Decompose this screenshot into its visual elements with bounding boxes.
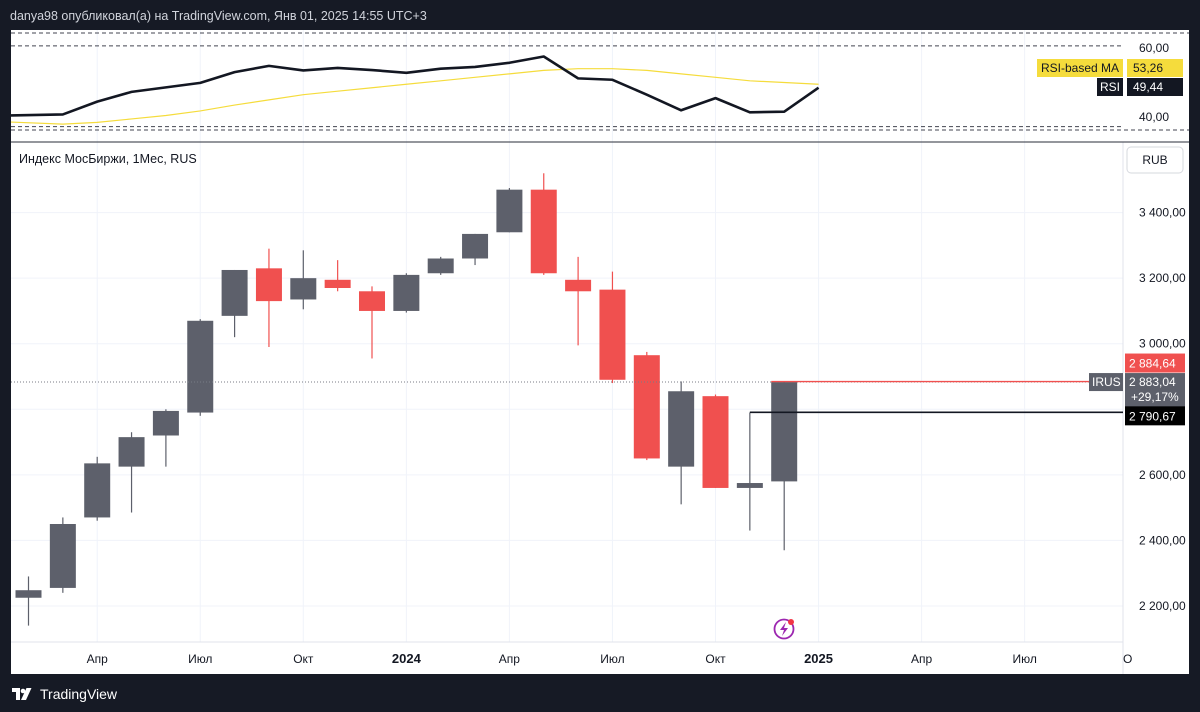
price-lines [11, 380, 1123, 414]
time-tick-label: Июл [600, 652, 624, 666]
price-tick-label: 3 000,00 [1139, 337, 1186, 351]
candle[interactable] [771, 381, 798, 551]
candle[interactable] [324, 260, 351, 292]
candle-body [49, 524, 76, 588]
candle-body [187, 320, 214, 413]
time-tick-label: 2025 [804, 651, 833, 666]
time-tick-label: Апр [87, 652, 109, 666]
time-tick-label: Апр [499, 652, 521, 666]
last-price-change: +29,17% [1131, 390, 1179, 404]
candle-body [599, 289, 626, 380]
symbol-name: IRUS [1092, 375, 1121, 389]
rsi-value: 49,44 [1133, 80, 1163, 94]
high-price-value: 2 884,64 [1129, 357, 1176, 371]
candle[interactable] [496, 188, 523, 233]
candle-body [565, 279, 592, 292]
candle[interactable] [255, 248, 282, 347]
candle[interactable] [221, 269, 248, 338]
candle-body [393, 274, 420, 311]
time-axis: Апр Июл Окт 2024 Апр Июл Окт 2025 Апр Июл О [87, 651, 1133, 666]
candle-body [84, 463, 111, 518]
price-tick-label: 2 200,00 [1139, 599, 1186, 613]
time-tick-label: Июл [188, 652, 212, 666]
prev-close-badge[interactable]: 2 790,67 [1125, 406, 1185, 426]
candle[interactable] [49, 517, 76, 593]
prev-close-value: 2 790,67 [1129, 409, 1176, 423]
chart-canvas[interactable]: 40,00 60,00 Индекс МосБиржи, 1Мес, RUS R… [11, 30, 1189, 674]
candle-body [290, 278, 317, 300]
footer: TradingView [12, 680, 117, 708]
candle[interactable] [565, 256, 592, 346]
candle-body [15, 590, 42, 598]
candle[interactable] [359, 286, 385, 359]
candle[interactable] [15, 576, 42, 626]
candle[interactable] [290, 250, 317, 310]
candle-body [462, 233, 489, 259]
rsi-ma-line[interactable] [11, 68, 819, 125]
candle-body [702, 396, 729, 488]
candles [15, 173, 798, 626]
high-price-badge[interactable]: 2 884,64 [1125, 353, 1185, 373]
candle-body [221, 269, 248, 316]
rsi-axis-tick: 60,00 [1139, 41, 1169, 55]
time-tick-label: О [1123, 652, 1132, 666]
candle-body [359, 291, 385, 311]
candle-body [530, 189, 557, 274]
publication-header: danya98 опубликовал(а) на TradingView.co… [10, 9, 427, 23]
price-tick-label: 3 400,00 [1139, 206, 1186, 220]
tradingview-logo-icon [12, 687, 34, 701]
candle-body [496, 189, 523, 233]
price-badges: 2 884,64 IRUS 2 883,04+29,17% 2 790,67 [1089, 353, 1185, 426]
rsi-value-badge[interactable]: RSI 49,44 [1097, 78, 1183, 96]
time-tick-label: Июл [1012, 652, 1036, 666]
rsi-ma-title: RSI-based MA [1041, 61, 1119, 75]
candle-body [771, 382, 798, 482]
price-axis: 2 200,00 2 400,00 2 600,00 3 000,00 3 200,00… [1139, 206, 1186, 613]
footer-brand: TradingView [40, 686, 118, 702]
candle-body [152, 410, 179, 436]
time-tick-label: Окт [293, 652, 314, 666]
candle-body [324, 279, 351, 288]
candle[interactable] [84, 456, 111, 521]
rsi-axis-tick: 40,00 [1139, 110, 1169, 124]
candle[interactable] [530, 173, 557, 275]
time-tick-label: Апр [911, 652, 933, 666]
candle[interactable] [393, 273, 420, 313]
price-tick-label: 2 400,00 [1139, 533, 1186, 547]
candle[interactable] [118, 432, 145, 513]
currency-label: RUB [1142, 153, 1167, 167]
candle-body [427, 258, 454, 274]
candle[interactable] [736, 412, 763, 531]
rsi-line[interactable] [11, 55, 820, 117]
candle[interactable] [668, 381, 695, 505]
rsi-pane: 40,00 60,00 [11, 32, 1189, 131]
candle[interactable] [633, 351, 660, 461]
price-tick-label: 2 600,00 [1139, 468, 1186, 482]
candle[interactable] [462, 233, 489, 266]
price-tick-label: 3 200,00 [1139, 271, 1186, 285]
rsi-ma-value: 53,26 [1133, 61, 1163, 75]
candle-body [255, 268, 282, 302]
candle-body [736, 483, 763, 488]
candle-body [668, 391, 695, 467]
lightning-event-icon[interactable] [773, 618, 795, 640]
candle[interactable] [427, 256, 454, 275]
last-price-badge[interactable]: IRUS 2 883,04+29,17% [1089, 373, 1185, 408]
time-tick-label: 2024 [392, 651, 422, 666]
rsi-badges: RSI-based MA 53,26 RSI 49,44 [1037, 59, 1183, 96]
candle[interactable] [152, 409, 179, 467]
candle-body [118, 437, 145, 467]
candle[interactable] [187, 319, 214, 416]
series-legend: Индекс МосБиржи, 1Мес, RUS [19, 152, 197, 166]
rsi-ma-badge[interactable]: RSI-based MA 53,26 [1037, 59, 1183, 77]
candle-body [633, 355, 660, 459]
last-price-value: 2 883,04 [1129, 375, 1176, 389]
time-tick-label: Окт [705, 652, 726, 666]
candle[interactable] [599, 271, 626, 384]
currency-button[interactable]: RUB [1126, 146, 1184, 174]
rsi-title: RSI [1100, 80, 1120, 94]
candle[interactable] [702, 394, 729, 488]
chart-frame[interactable]: 40,00 60,00 Индекс МосБиржи, 1Мес, RUS R… [11, 30, 1189, 674]
